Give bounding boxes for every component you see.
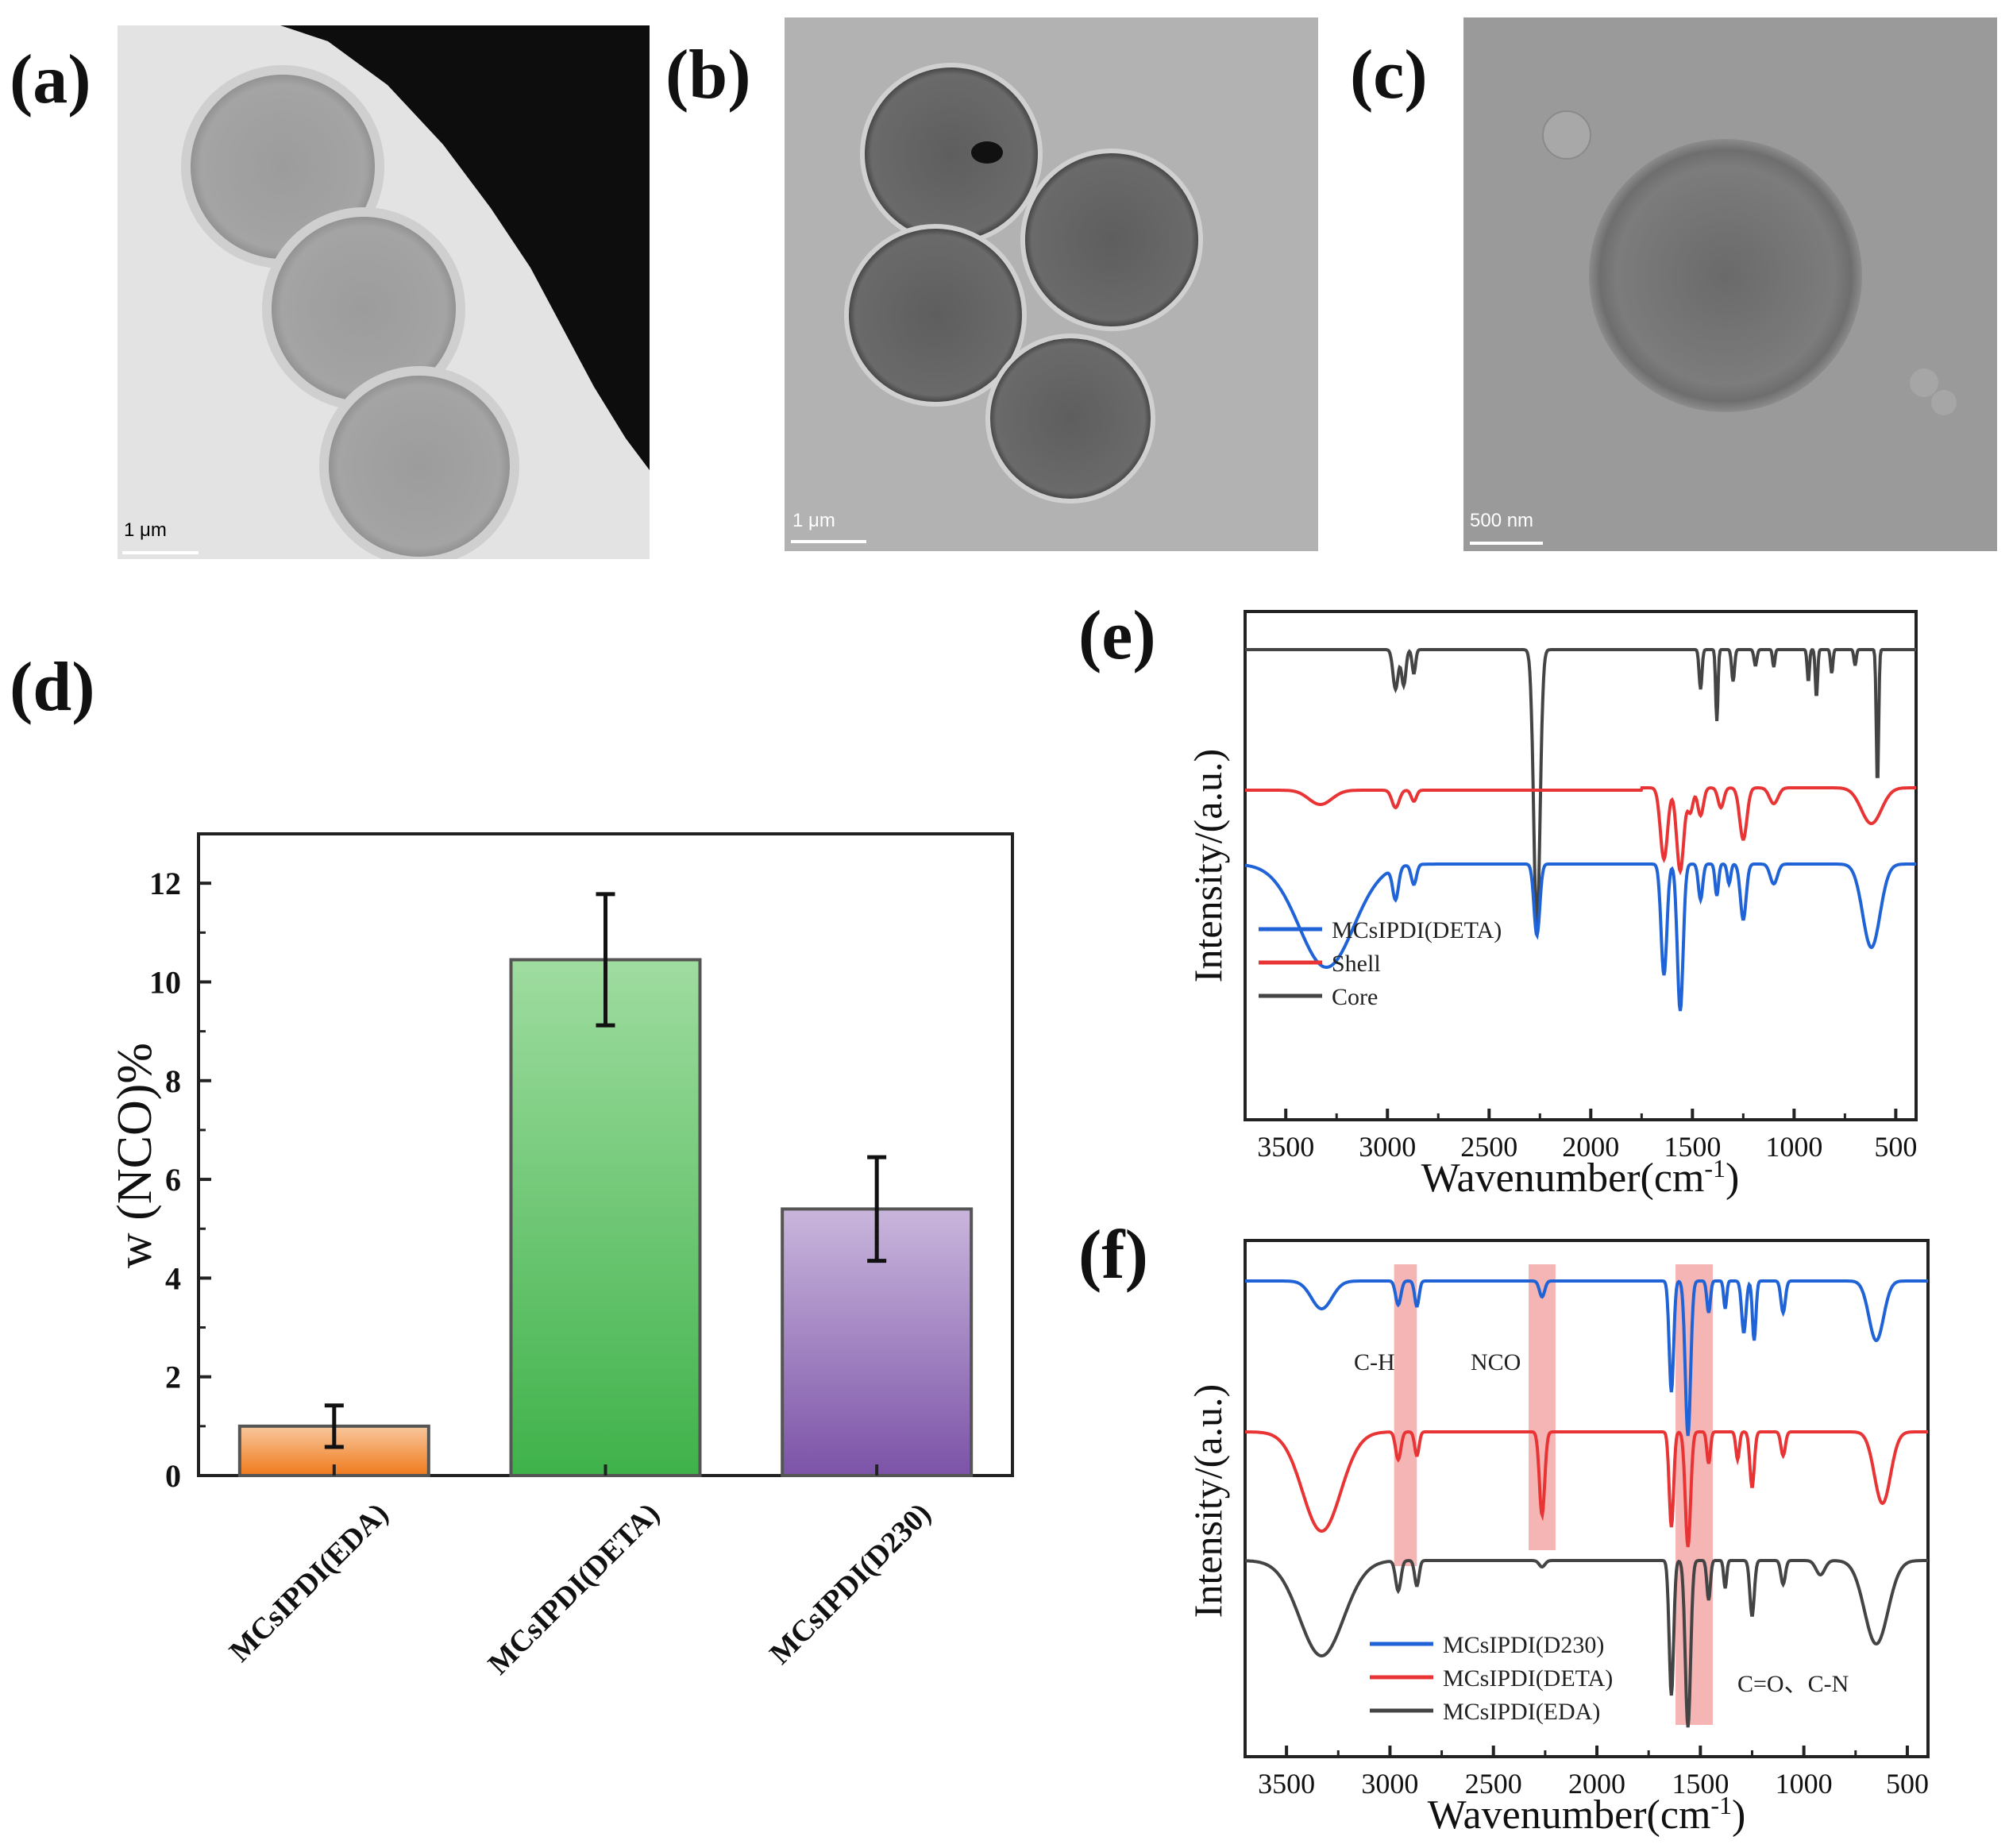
x-label-text-f: Wavenumber(cm [1428, 1792, 1711, 1838]
bar-chart-nco: 0 2 4 6 8 10 12 MCsIPDI(EDA) MCsIPDI(DETA) MCsIP… [108, 832, 1014, 1681]
series-line-mcsipdi-eda- [1245, 1559, 1928, 1728]
series-line-shell [1245, 786, 1916, 876]
x-tick-label: 1500 [1672, 1768, 1729, 1800]
x-tick-label: 2500 [1465, 1768, 1522, 1800]
x-tick-label: 500 [1886, 1768, 1929, 1800]
x-tick-label: 500 [1874, 1131, 1917, 1163]
tem-image-b: 1 μm [785, 17, 1318, 551]
x-label-text-e: Wavenumber(cm [1421, 1155, 1705, 1201]
x-tick-label: 2000 [1568, 1768, 1625, 1800]
series-line-mcsipdi-deta- [1244, 862, 1916, 1012]
x-tick-label: 2000 [1562, 1131, 1619, 1163]
tem-image-c: 500 nm [1463, 17, 1997, 551]
tem-micrograph-a [118, 25, 650, 559]
y-axis-label-d: w (NCO)% [108, 1043, 162, 1268]
bar-mcsipdi-deta- [509, 958, 702, 1477]
x-tick-label: 1000 [1776, 1768, 1833, 1800]
ftir-chart-e: 3500 3000 2500 2000 1500 1000 500 Intensity/(a… [1186, 610, 1918, 1201]
x-tick-label: 3000 [1359, 1131, 1416, 1163]
y-axis-label-f: Intensity/(a.u.) [1186, 1384, 1230, 1618]
y-tick-label-d: 12 [149, 866, 181, 901]
x-tick-label: 3000 [1361, 1768, 1418, 1800]
scale-label-c: 500 nm [1470, 510, 1534, 531]
x-label-end-e: ) [1726, 1155, 1739, 1201]
category-label-d: MCsIPDI(EDA) [223, 1497, 395, 1669]
legend-label: Shell [1332, 951, 1381, 977]
x-label-end-f: ) [1732, 1792, 1745, 1838]
series-line-mcsipdi-d230- [1245, 1279, 1928, 1437]
highlight-band [1394, 1264, 1417, 1566]
legend-label: Core [1332, 984, 1378, 1010]
ftir-chart-f: 3500 3000 2500 2000 1500 1000 500 Intensity/(a… [1186, 1239, 1930, 1838]
panel-label-d: (d) [10, 649, 95, 726]
panel-label-a: (a) [10, 41, 91, 118]
panel-label-c: (c) [1350, 37, 1428, 114]
tem-micrograph-c [1463, 17, 1997, 551]
highlight-band [1675, 1264, 1713, 1725]
annotation-co-cn: C=O、C-N [1737, 1671, 1849, 1697]
x-tick-label: 3500 [1258, 1768, 1315, 1800]
panel-label-f: (f) [1078, 1217, 1148, 1294]
x-axis-label-e: Wavenumber(cm-1) [1421, 1154, 1740, 1201]
legend-label: MCsIPDI(D230) [1443, 1632, 1604, 1658]
scale-label-a: 1 μm [124, 519, 167, 541]
x-label-sup-e: -1 [1704, 1154, 1726, 1182]
y-tick-label-d: 4 [165, 1260, 181, 1296]
scale-label-b: 1 μm [792, 510, 835, 531]
y-tick-label-d: 10 [149, 964, 181, 1000]
panel-label-e: (e) [1078, 597, 1156, 674]
plot-frame-f [1244, 1239, 1930, 1758]
category-label-d: MCsIPDI(DETA) [482, 1497, 666, 1681]
tem-image-a: 1 μm [118, 25, 650, 559]
y-tick-label-d: 2 [165, 1360, 181, 1395]
annotation-ch: C-H [1354, 1349, 1395, 1375]
x-label-sup-f: -1 [1710, 1791, 1732, 1819]
y-axis-label-e: Intensity/(a.u.) [1186, 749, 1230, 982]
y-tick-label-d: 0 [165, 1458, 181, 1494]
y-tick-label-d: 8 [165, 1063, 181, 1099]
panel-label-b: (b) [665, 37, 751, 114]
x-tick-label: 2500 [1460, 1131, 1517, 1163]
legend-label: MCsIPDI(EDA) [1443, 1699, 1600, 1725]
series-line-mcsipdi-deta- [1245, 1429, 1928, 1548]
tem-micrograph-b [785, 17, 1318, 551]
series-line-core [1245, 648, 1916, 928]
x-axis-label-f: Wavenumber(cm-1) [1428, 1791, 1746, 1838]
y-tick-label-d: 6 [165, 1162, 181, 1198]
x-tick-label: 1000 [1765, 1131, 1822, 1163]
x-tick-label: 1500 [1664, 1131, 1721, 1163]
legend-label: MCsIPDI(DETA) [1332, 917, 1502, 943]
annotation-nco: NCO [1471, 1349, 1521, 1375]
legend-label: MCsIPDI(DETA) [1443, 1665, 1613, 1692]
x-tick-label: 3500 [1257, 1131, 1314, 1163]
category-label-d: MCsIPDI(D230) [763, 1497, 937, 1671]
